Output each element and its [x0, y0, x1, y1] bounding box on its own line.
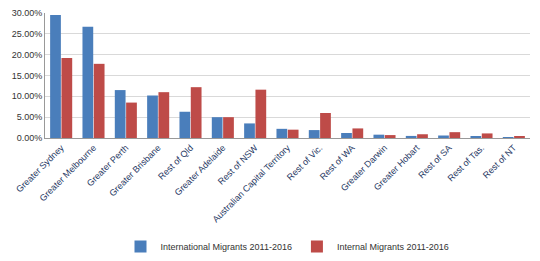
svg-text:Greater Darwin: Greater Darwin — [339, 143, 389, 193]
svg-text:International Migrants 2011-20: International Migrants 2011-2016 — [161, 242, 292, 252]
svg-text:Internal Migrants 2011-2016: Internal Migrants 2011-2016 — [337, 242, 449, 252]
svg-text:15.00%: 15.00% — [12, 71, 43, 81]
svg-text:5.00%: 5.00% — [17, 112, 43, 122]
svg-text:Greater Sydney: Greater Sydney — [14, 142, 66, 194]
svg-text:Greater Melbourne: Greater Melbourne — [38, 143, 98, 203]
svg-text:Rest of Vic.: Rest of Vic. — [285, 143, 324, 182]
svg-text:Rest of SA: Rest of SA — [416, 143, 453, 180]
svg-text:Rest of Tas.: Rest of Tas. — [446, 143, 487, 184]
svg-text:Greater Brisbane: Greater Brisbane — [107, 143, 163, 199]
svg-text:20.00%: 20.00% — [12, 50, 43, 60]
svg-text:Rest of NT: Rest of NT — [481, 142, 519, 180]
svg-text:Greater Hobart: Greater Hobart — [372, 142, 422, 192]
svg-text:25.00%: 25.00% — [12, 29, 43, 39]
svg-text:Rest of WA: Rest of WA — [318, 143, 357, 182]
svg-text:Rest of Qld: Rest of Qld — [156, 143, 195, 182]
svg-text:30.00%: 30.00% — [12, 8, 43, 18]
svg-text:10.00%: 10.00% — [12, 91, 43, 101]
svg-text:0.00%: 0.00% — [17, 133, 43, 143]
svg-text:Greater Perth: Greater Perth — [85, 143, 131, 189]
svg-text:Greater Adelaide: Greater Adelaide — [173, 143, 228, 198]
svg-text:Australian Capital Territory: Australian Capital Territory — [211, 142, 293, 224]
svg-text:Rest of NSW: Rest of NSW — [216, 142, 260, 186]
